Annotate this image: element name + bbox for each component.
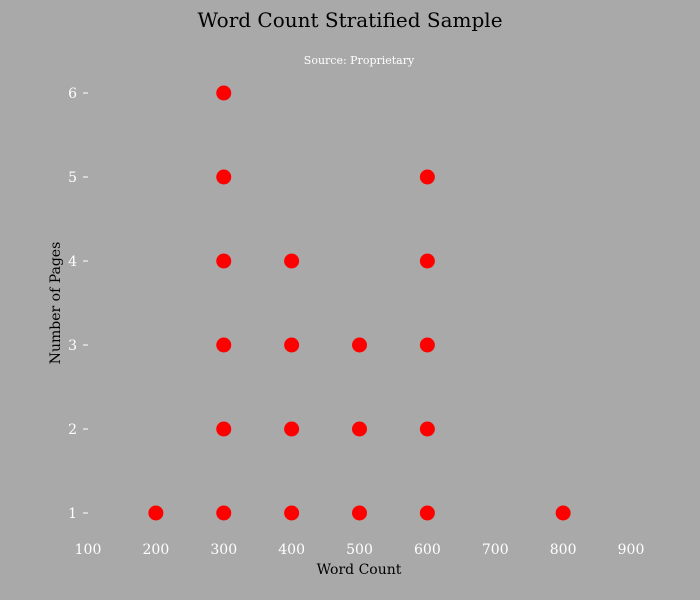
chart-title: Word Count Stratified Sample: [197, 8, 502, 32]
x-axis-ticks: 100 200 300 400 500 600 700 800 900: [75, 542, 645, 558]
scatter-point: [284, 253, 300, 269]
scatter-points: [148, 85, 571, 521]
scatter-point: [216, 253, 232, 269]
x-tick-label: 200: [143, 542, 170, 558]
scatter-point: [419, 505, 435, 521]
scatter-point: [216, 505, 232, 521]
x-tick-label: 400: [278, 542, 305, 558]
x-tick-label: 300: [210, 542, 237, 558]
y-tick-label: 5: [68, 170, 77, 186]
scatter-point: [216, 169, 232, 185]
y-tick-label: 1: [68, 506, 77, 522]
scatter-point: [352, 337, 367, 353]
x-axis-label: Word Count: [317, 562, 402, 578]
scatter-point: [419, 337, 435, 353]
x-tick-label: 900: [618, 542, 645, 558]
scatter-point: [284, 505, 300, 521]
scatter-point: [352, 505, 367, 521]
scatter-point: [555, 505, 571, 521]
scatter-point: [216, 337, 232, 353]
y-tick-label: 2: [68, 422, 77, 438]
x-tick-label: 100: [75, 542, 102, 558]
scatter-point: [419, 169, 435, 185]
scatter-point: [216, 85, 232, 101]
x-tick-label: 600: [414, 542, 441, 558]
scatter-point: [148, 505, 164, 521]
scatter-point: [284, 337, 300, 353]
y-tick-label: 4: [68, 254, 77, 270]
y-axis-ticks: 1 2 3 4 5 6: [68, 86, 88, 522]
scatter-point: [352, 421, 367, 437]
x-tick-label: 700: [482, 542, 509, 558]
chart-subtitle: Source: Proprietary: [304, 54, 415, 67]
scatter-point: [419, 253, 435, 269]
scatter-point: [284, 421, 300, 437]
y-axis-label: Number of Pages: [48, 242, 64, 365]
x-tick-label: 800: [550, 542, 577, 558]
y-tick-label: 3: [68, 338, 77, 354]
y-tick-label: 6: [68, 86, 77, 102]
scatter-point: [419, 421, 435, 437]
x-tick-label: 500: [346, 542, 373, 558]
scatter-point: [216, 421, 232, 437]
